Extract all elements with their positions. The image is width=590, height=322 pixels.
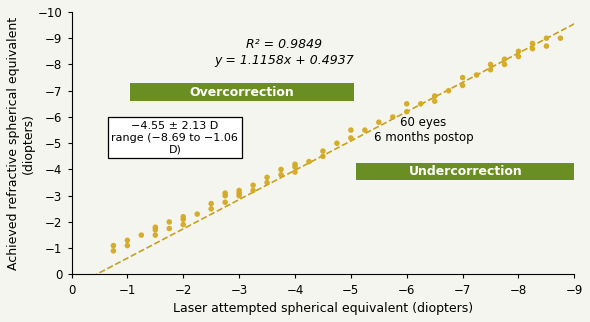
Point	[486, 62, 495, 67]
Point	[542, 43, 551, 49]
Y-axis label: Achieved refractive spherical equivalent
(diopters): Achieved refractive spherical equivalent…	[7, 17, 35, 270]
Point	[206, 206, 216, 212]
Point	[206, 201, 216, 206]
Point	[402, 109, 411, 114]
Point	[165, 226, 174, 231]
Text: Undercorrection: Undercorrection	[408, 165, 522, 178]
Point	[332, 141, 342, 146]
Point	[542, 36, 551, 41]
Point	[179, 222, 188, 227]
Point	[234, 191, 244, 196]
Point	[458, 83, 467, 88]
Text: Overcorrection: Overcorrection	[189, 86, 294, 99]
Point	[150, 232, 160, 238]
Point	[276, 172, 286, 177]
Point	[374, 120, 384, 125]
Point	[150, 227, 160, 232]
Point	[192, 212, 202, 217]
Text: −4.55 ± 2.13 D
range (−8.69 to −1.06
D): −4.55 ± 2.13 D range (−8.69 to −1.06 D)	[112, 121, 238, 155]
Point	[276, 167, 286, 172]
Point	[234, 193, 244, 198]
Point	[500, 57, 509, 62]
Point	[346, 128, 356, 133]
Point	[179, 214, 188, 219]
Point	[318, 148, 327, 154]
Point	[123, 243, 132, 248]
Point	[360, 128, 369, 133]
Point	[221, 193, 230, 198]
Point	[137, 232, 146, 238]
Point	[290, 162, 300, 167]
Point	[109, 248, 118, 253]
Point	[527, 41, 537, 46]
Point	[402, 101, 411, 106]
Text: y = 1.1158x + 0.4937: y = 1.1158x + 0.4937	[214, 54, 353, 67]
Point	[221, 191, 230, 196]
Point	[123, 238, 132, 243]
Point	[263, 175, 272, 180]
Point	[165, 219, 174, 224]
Point	[416, 101, 425, 106]
FancyBboxPatch shape	[356, 163, 575, 180]
Point	[458, 75, 467, 80]
X-axis label: Laser attempted spherical equivalent (diopters): Laser attempted spherical equivalent (di…	[173, 302, 473, 315]
Point	[263, 180, 272, 185]
Point	[514, 49, 523, 54]
Point	[234, 188, 244, 193]
Point	[486, 67, 495, 72]
Point	[150, 225, 160, 230]
Text: 60 eyes
6 months postop: 60 eyes 6 months postop	[373, 116, 473, 144]
Point	[248, 183, 258, 188]
Point	[346, 135, 356, 140]
FancyBboxPatch shape	[130, 83, 353, 101]
Point	[514, 54, 523, 59]
Text: R² = 0.9849: R² = 0.9849	[246, 38, 322, 51]
Point	[304, 159, 314, 164]
Point	[500, 62, 509, 67]
Point	[109, 243, 118, 248]
Point	[388, 114, 398, 119]
Point	[248, 188, 258, 193]
Point	[221, 200, 230, 205]
Point	[430, 93, 440, 99]
Point	[430, 99, 440, 104]
Point	[472, 72, 481, 78]
Point	[444, 88, 453, 93]
Point	[556, 36, 565, 41]
Point	[290, 164, 300, 169]
Point	[527, 46, 537, 51]
Point	[290, 169, 300, 175]
Point	[318, 154, 327, 159]
Point	[179, 217, 188, 222]
